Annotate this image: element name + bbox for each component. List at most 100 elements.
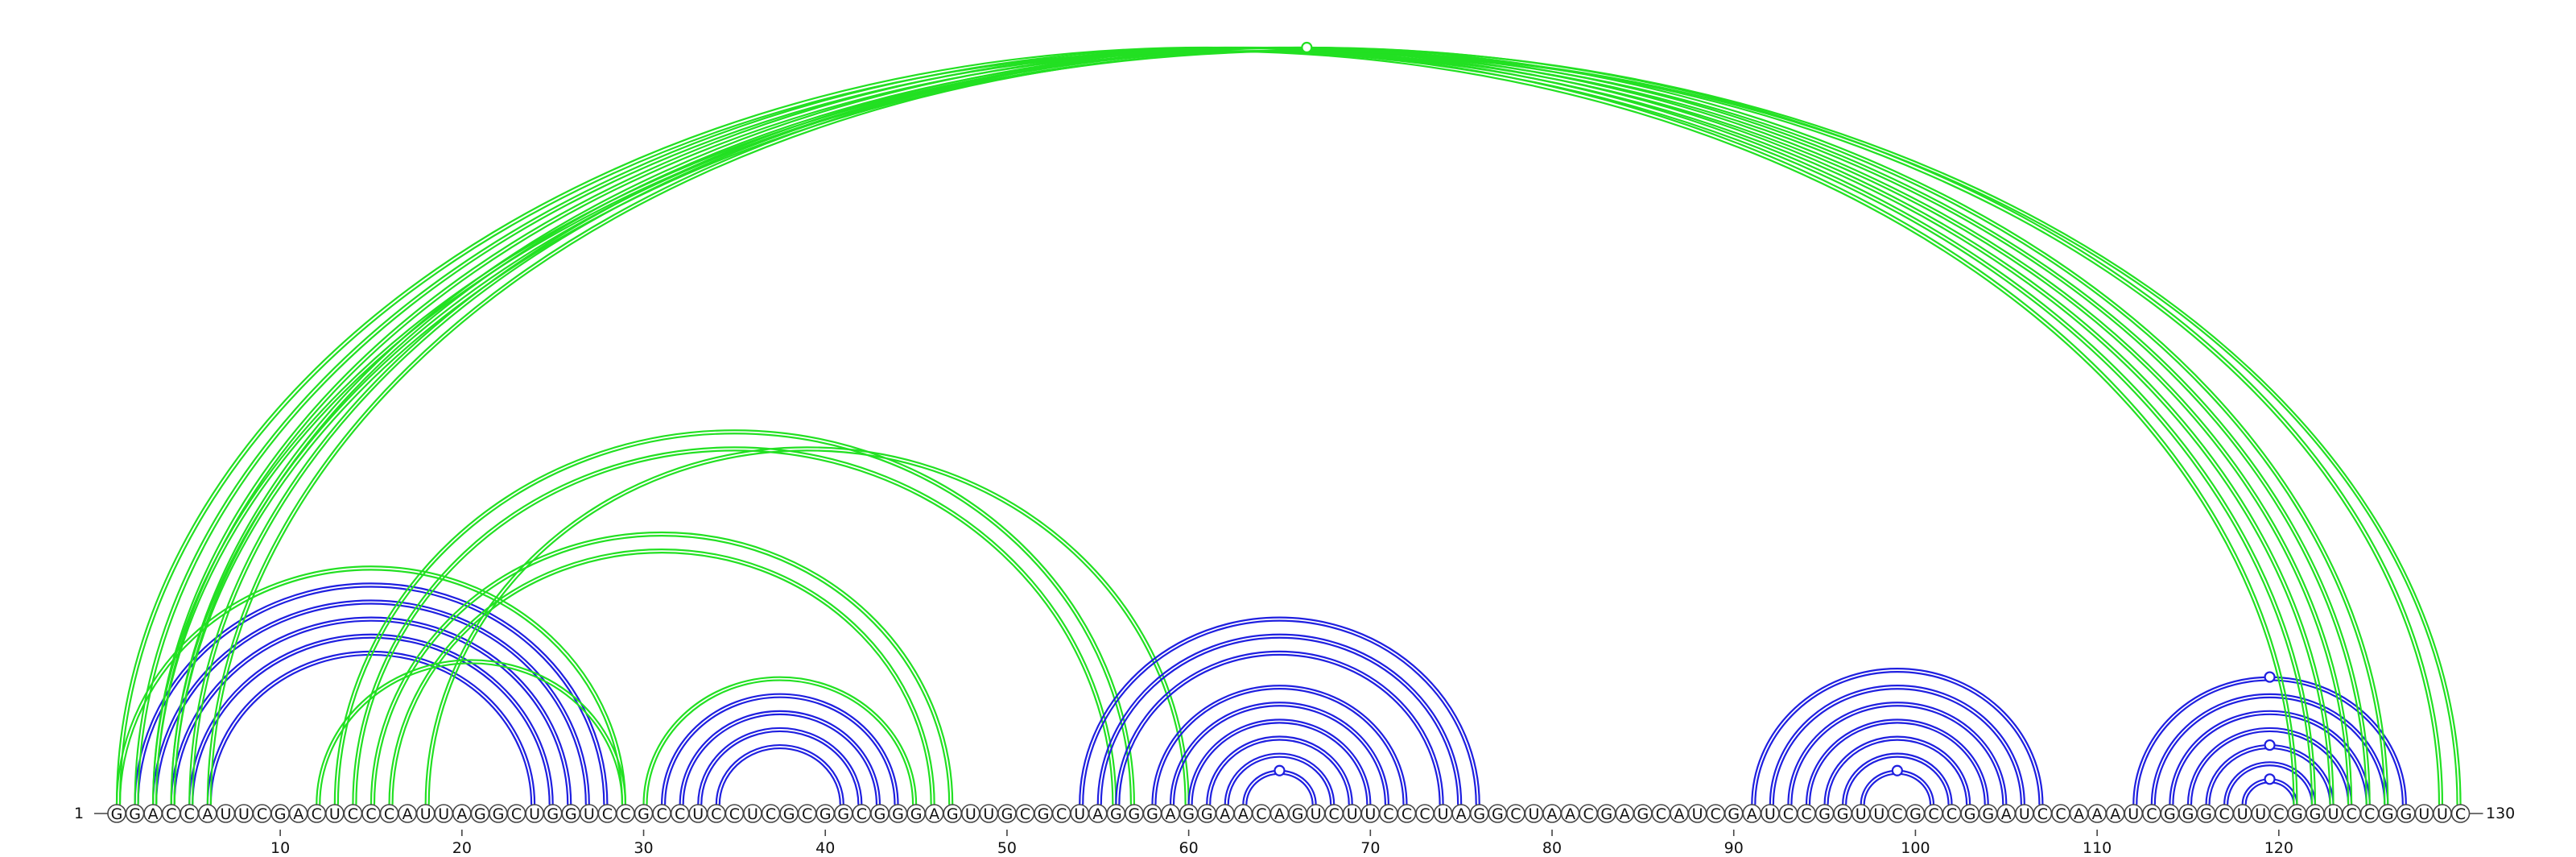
nucleotide-letter-32: C [675,805,685,823]
tick-label-50: 50 [997,839,1017,857]
nucleotide-letter-74: U [1438,805,1449,823]
nucleotide-letter-43: G [874,805,886,823]
nucleotide-letter-93: C [1783,805,1794,823]
pair-arc-inner-96-102 [1845,756,1950,805]
nucleotide-letter-114: G [2164,805,2176,823]
nucleotide-letter-14: C [348,805,358,823]
pair-arc-4-124 [170,46,2353,805]
nucleotide-letter-70: U [1364,805,1376,823]
nucleotide-letter-26: G [565,805,577,823]
nucleotide-letter-76: G [1473,805,1485,823]
pair-arc-56-74 [1115,650,1444,805]
pair-arc-inner-15-47 [373,534,951,805]
nucleotide-letter-79: U [1528,805,1539,823]
nucleotide-letter-53: C [1056,805,1067,823]
nucleotide-letter-17: A [402,805,413,823]
pair-arc-55-75 [1096,633,1463,805]
pair-arc-inner-92-106 [1772,688,2022,805]
pair-arc-inner-55-75 [1100,636,1459,805]
nucleotide-letter-67: U [1311,805,1322,823]
pair-arc-inner-93-105 [1790,705,2004,805]
nucleotide-letter-50: G [1001,805,1013,823]
tick-label-100: 100 [1901,839,1930,857]
nucleotide-letter-98: U [1873,805,1885,823]
pair-arc-inner-2-122 [137,49,2314,805]
nucleotide-letter-124: C [2346,805,2356,823]
nucleotide-letter-69: U [1347,805,1358,823]
pair-arc-115-124 [2186,727,2353,805]
nucleotide-letter-37: C [766,805,776,823]
pair-arc-5-25 [188,633,554,805]
nucleotide-letter-88: U [1692,805,1703,823]
arc-marker-112-127 [2264,671,2276,683]
pair-arc-94-104 [1805,718,1989,805]
nucleotide-letter-13: U [329,805,341,823]
nucleotide-letter-2: G [129,805,141,823]
pair-arc-95-103 [1823,735,1971,805]
tick-label-30: 30 [634,839,653,857]
nucleotide-letter-118: U [2237,805,2248,823]
nucleotide-letter-52: G [1038,805,1050,823]
pair-arc-4-26 [170,616,572,805]
pair-arc-inner-34-41 [718,747,841,805]
pair-arc-6-24 [206,650,536,805]
pair-arc-inner-32-43 [682,713,878,805]
pair-arc-92-106 [1769,685,2025,805]
pair-arc-96-102 [1842,752,1953,805]
nucleotide-letter-101: C [1928,805,1938,823]
nucleotide-letter-24: U [529,805,540,823]
nucleotide-letter-40: G [819,805,832,823]
nucleotide-letter-68: C [1329,805,1340,823]
arc-marker-63-67 [1274,764,1286,776]
nucleotide-letter-39: C [802,805,812,823]
arc-marker-116-123 [2264,739,2276,751]
nucleotide-letter-63: A [1238,805,1249,823]
pair-arc-inner-60-70 [1191,722,1368,805]
nucleotide-letter-119: U [2255,805,2266,823]
nucleotide-circle-130 [2450,804,2471,823]
pair-arc-16-46 [388,549,935,805]
nucleotide-letter-110: A [2092,805,2103,823]
nucleotide-letter-25: G [547,805,559,823]
nucleotide-letter-30: G [638,805,650,823]
nucleotide-letter-58: G [1146,805,1158,823]
nucleotide-letter-75: A [1456,805,1467,823]
tick-label-80: 80 [1542,839,1562,857]
start-label: 1 [74,805,84,822]
nucleotide-letter-41: G [837,805,849,823]
pair-arc-inner-95-103 [1827,739,1968,805]
pair-arc-91-107 [1751,667,2044,805]
nucleotide-letter-60: G [1183,805,1195,823]
nucleotide-letter-126: G [2382,805,2394,823]
nucleotide-letter-21: G [474,805,486,823]
pair-arc-inner-117-122 [2227,764,2314,805]
nucleotide-letter-66: G [1292,805,1304,823]
nucleotide-letter-22: G [493,805,505,823]
nucleotide-letter-16: C [384,805,394,823]
nucleotide-letter-12: C [312,805,322,823]
nucleotide-letter-18: U [420,805,431,823]
arcs-layer [115,46,2462,805]
nucleotide-letter-54: U [1074,805,1085,823]
nucleotide-letter-28: C [602,805,613,823]
pair-arc-18-60 [424,446,1190,805]
nucleotide-letter-38: G [783,805,795,823]
nucleotide-letter-29: C [620,805,630,823]
pair-arc-inner-58-72 [1154,688,1405,805]
pair-arc-93-105 [1787,702,2008,805]
nucleotide-letter-121: G [2291,805,2303,823]
tick-layer: 10 20 30 40 50 60 70 80 90 100 110 120 [270,830,2293,857]
nucleotide-letter-1: G [111,805,123,823]
nucleotide-letter-129: U [2437,805,2448,823]
tick-label-70: 70 [1360,839,1380,857]
pair-arc-31-44 [661,693,899,805]
pair-arc-58-72 [1151,685,1408,805]
nucleotide-letter-55: A [1092,805,1103,823]
nucleotide-letter-31: C [656,805,667,823]
nucleotide-letter-35: C [729,805,740,823]
nucleotide-letter-78: C [1510,805,1521,823]
nucleotide-letter-87: A [1674,805,1685,823]
nucleotide-letter-117: C [2219,805,2229,823]
nucleotide-letter-36: U [747,805,758,823]
pair-arc-61-69 [1206,735,1353,805]
